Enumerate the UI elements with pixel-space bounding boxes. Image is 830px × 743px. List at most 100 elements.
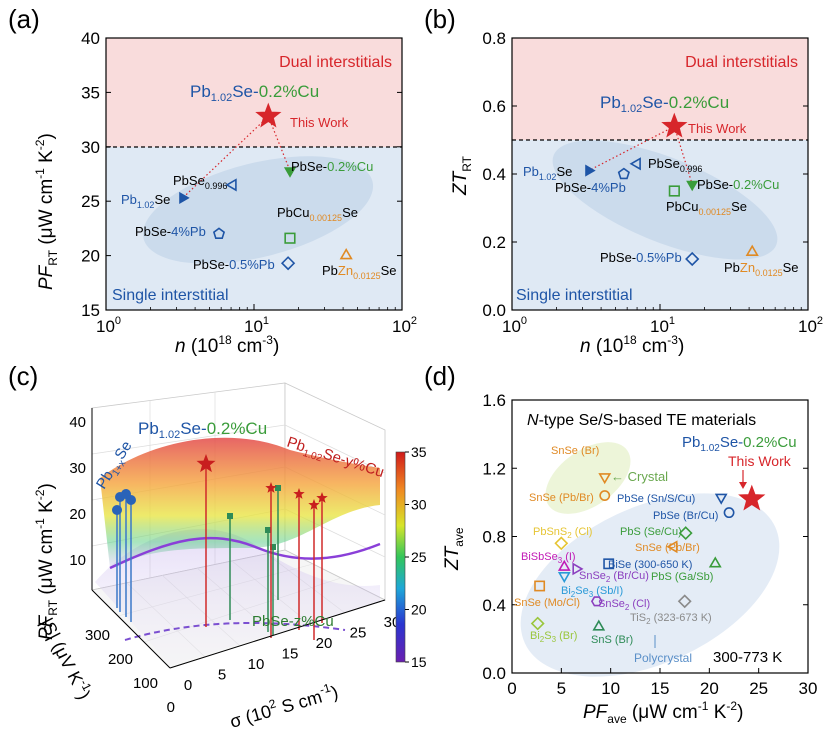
label-cu00125-b: PbCu0.00125Se (666, 199, 747, 217)
point-cuz (227, 513, 233, 519)
points-b (585, 112, 759, 267)
highlight-formula-c: Pb1.02Se-0.2%Cu (138, 419, 267, 441)
s-tick-label: 300 (85, 627, 110, 644)
point-pbsns2-cl (554, 536, 569, 551)
x-tick-label: 10 (601, 679, 620, 698)
point-cuz (275, 485, 281, 491)
x-tick-label: 30 (799, 679, 818, 698)
label-crystal: ← Crystal (611, 469, 668, 484)
sigma-tick-label: 5 (218, 667, 226, 684)
point-bise-300-650-k (603, 558, 615, 570)
dual-region-a (106, 38, 402, 147)
point-pbse-4-pb (617, 167, 630, 180)
region-top-a: Dual interstitials (279, 54, 392, 71)
y-tick-label: 0.0 (482, 664, 506, 683)
x-tick-label: 25 (749, 679, 768, 698)
ellipse-polycrystal (520, 493, 780, 677)
label-zn-b: PbZn0.0125Se (724, 260, 799, 278)
ellipse-b (552, 140, 778, 260)
point-snse2-br-cu (572, 562, 584, 576)
x-tick-label: 102 (798, 315, 823, 336)
y-axis-label-b: ZTRT (450, 155, 474, 196)
label-pbs-secu: PbS (Se/Cu) (620, 526, 682, 538)
point-sns-br (592, 619, 606, 631)
highlight-formula-b: Pb1.02Se-0.2%Cu (600, 93, 729, 115)
y-tick-label: 1.6 (482, 391, 506, 410)
sigma-tick-label: 10 (248, 656, 265, 673)
x-tick-label: 101 (244, 315, 269, 336)
points-a (179, 102, 353, 271)
y-axis-label-a: PFRT (μW cm-1 K-2) (33, 133, 60, 290)
y-tick-label: 30 (81, 138, 100, 157)
y-tick-label: 25 (81, 192, 100, 211)
x-tick-label: 20 (700, 679, 719, 698)
y-tick-label: 35 (81, 83, 100, 102)
y-tick-label: 0.8 (482, 528, 506, 547)
sigma-tick-label: 0 (184, 677, 192, 694)
y-tick-label: 0.4 (482, 165, 506, 184)
point-pb1-02se (179, 191, 190, 204)
point-pbse-0-2-cu (686, 180, 699, 192)
label-tis2: TiS2 (323-673 K) (630, 612, 712, 626)
y-tick-label: 0.6 (482, 97, 506, 116)
point-pbse0-996 (629, 157, 641, 171)
point-snse-br (598, 473, 612, 485)
y-tick-label: 40 (81, 29, 100, 48)
point-cuy (316, 492, 328, 503)
point-cuy (196, 454, 216, 473)
colorbar-tick-label: 35 (411, 444, 427, 460)
label-pbse-snscu: PbSe (Sn/S/Cu) (617, 493, 695, 505)
x-axis-label-a: n (1018 cm-3) (175, 333, 279, 357)
label-polycrystal: Polycrystal (634, 651, 692, 665)
label-cu-a: PbSe-0.2%Cu (291, 159, 373, 174)
dotted-links-b (588, 125, 693, 185)
point-labels-a: This Work PbSe-0.2%Cu PbSe0.996 Pb1.02Se… (121, 115, 397, 281)
point-bi2s3-br (530, 616, 545, 631)
stems-c (112, 454, 328, 640)
point-pbcu0-00125se (668, 185, 680, 197)
label-pb102-b: Pb1.02Se (523, 164, 572, 182)
z-tick-label: 40 (69, 414, 86, 431)
point-cuy (293, 488, 305, 499)
temp-range: 300-773 K (713, 649, 782, 666)
z-axis-label-c: PFRT (μW cm-1 K-2) (33, 483, 60, 640)
label-snse2-cl: SnSe2 (Cl) (598, 598, 650, 612)
point-pbs-ga-sb (708, 556, 722, 568)
colorbar-ticks: 15 20 25 30 35 (405, 444, 427, 670)
label-se0996-b: PbSe0.996 (648, 156, 702, 174)
y-tick-label: 0.4 (482, 596, 506, 615)
sigma-axis-label-c: σ (102 S cm-1) (227, 679, 341, 732)
label-sns: SnS (Br) (591, 634, 633, 646)
panel-a-label: (a) (8, 4, 40, 34)
sigma-axis-line (169, 599, 386, 669)
dual-region-b (512, 38, 808, 140)
point-labels-d: SnSe (Br) SnSe (Pb/Br) PbSe (Sn/S/Cu) Pb… (514, 445, 718, 646)
region-top-b: Dual interstitials (685, 54, 798, 71)
label-cu00125-a: PbCu0.00125Se (277, 205, 358, 223)
pf-surface (100, 437, 380, 568)
y-tick-label: 1.2 (482, 459, 506, 478)
x-tick-label: 100 (502, 315, 527, 336)
point-pbzn0-0125se (339, 248, 353, 260)
point-pbse-sn-s-cu (714, 493, 728, 505)
panel-d: (d) 0.0 0.4 0.8 1.2 1.6 0 5 10 15 20 25 30 N-type … (424, 361, 817, 726)
point-cuz (270, 544, 276, 550)
x-ticks-a: 100 101 102 (96, 304, 417, 336)
s-axis-line (91, 589, 171, 669)
y-tick-label: 0.0 (482, 301, 506, 320)
label-snse2-brcu: SnSe2 (Br/Cu) (579, 570, 649, 584)
panel-b: (b) 0.0 0.2 0.4 0.6 0.8 100 101 102 Dual inter… (424, 4, 823, 357)
dotted-link (267, 116, 291, 171)
region-bottom-b: Single interstitial (516, 287, 633, 304)
x-axis-label-b: n (1018 cm-3) (580, 333, 684, 357)
label-bi2se3: Bi2Se3 (Sb/I) (561, 585, 623, 599)
y-axis-label-d: ZTave (442, 527, 466, 571)
surface-edge (109, 536, 381, 570)
x-ticks-b: 100 101 102 (502, 304, 823, 336)
label-snse-br: SnSe (Br) (551, 445, 599, 457)
arrowhead-this-work (739, 482, 747, 489)
point-cuy (308, 499, 320, 510)
y-ticks-d: 0.0 0.4 0.8 1.2 1.6 (482, 391, 808, 683)
